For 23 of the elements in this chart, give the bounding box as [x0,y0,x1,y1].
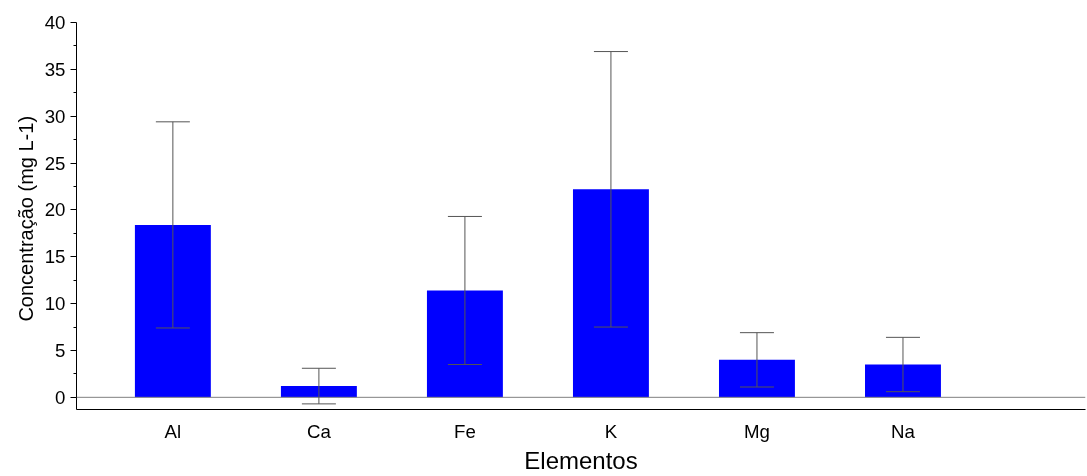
bar [280,386,357,398]
bar [865,364,941,398]
x-tick-label: Al [164,420,182,442]
bar [572,189,649,398]
x-tick-label: K [604,420,618,442]
x-axis-title: Elementos [524,446,638,474]
y-tick-label: 35 [44,58,66,80]
y-tick-label: 20 [44,199,66,221]
x-tick-label: Na [891,420,916,442]
bar [426,290,503,398]
bar [134,224,211,398]
y-tick-label: 10 [44,293,66,315]
y-tick-label: 0 [55,386,66,408]
x-tick-label: Ca [306,420,332,442]
y-tick-label: 25 [44,152,66,174]
y-tick-label: 5 [55,339,66,361]
y-tick-label: 40 [44,12,66,33]
x-tick-label: Fe [454,420,476,442]
y-tick-label: 15 [44,246,66,268]
bar [718,359,795,398]
x-tick-label: Mg [744,420,770,442]
y-axis-title: Concentração (mg L-1) [14,115,37,322]
y-tick-label: 30 [44,105,66,127]
